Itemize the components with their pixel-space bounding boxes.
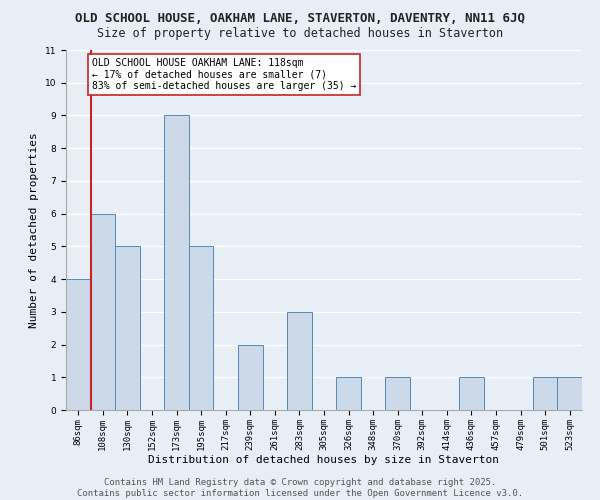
Bar (287, 312, 312, 410)
Y-axis label: Number of detached properties: Number of detached properties (29, 132, 39, 328)
Bar (189, 246, 214, 410)
Bar (238, 344, 263, 410)
Text: Contains HM Land Registry data © Crown copyright and database right 2025.
Contai: Contains HM Land Registry data © Crown c… (77, 478, 523, 498)
Bar (91, 214, 115, 410)
Text: Size of property relative to detached houses in Staverton: Size of property relative to detached ho… (97, 28, 503, 40)
X-axis label: Distribution of detached houses by size in Staverton: Distribution of detached houses by size … (149, 456, 499, 466)
Bar (164, 116, 189, 410)
Bar (336, 378, 361, 410)
Bar (557, 378, 582, 410)
Text: OLD SCHOOL HOUSE OAKHAM LANE: 118sqm
← 17% of detached houses are smaller (7)
83: OLD SCHOOL HOUSE OAKHAM LANE: 118sqm ← 1… (92, 58, 356, 92)
Bar (459, 378, 484, 410)
Bar (533, 378, 557, 410)
Bar (66, 279, 91, 410)
Bar (115, 246, 140, 410)
Bar (385, 378, 410, 410)
Text: OLD SCHOOL HOUSE, OAKHAM LANE, STAVERTON, DAVENTRY, NN11 6JQ: OLD SCHOOL HOUSE, OAKHAM LANE, STAVERTON… (75, 12, 525, 26)
